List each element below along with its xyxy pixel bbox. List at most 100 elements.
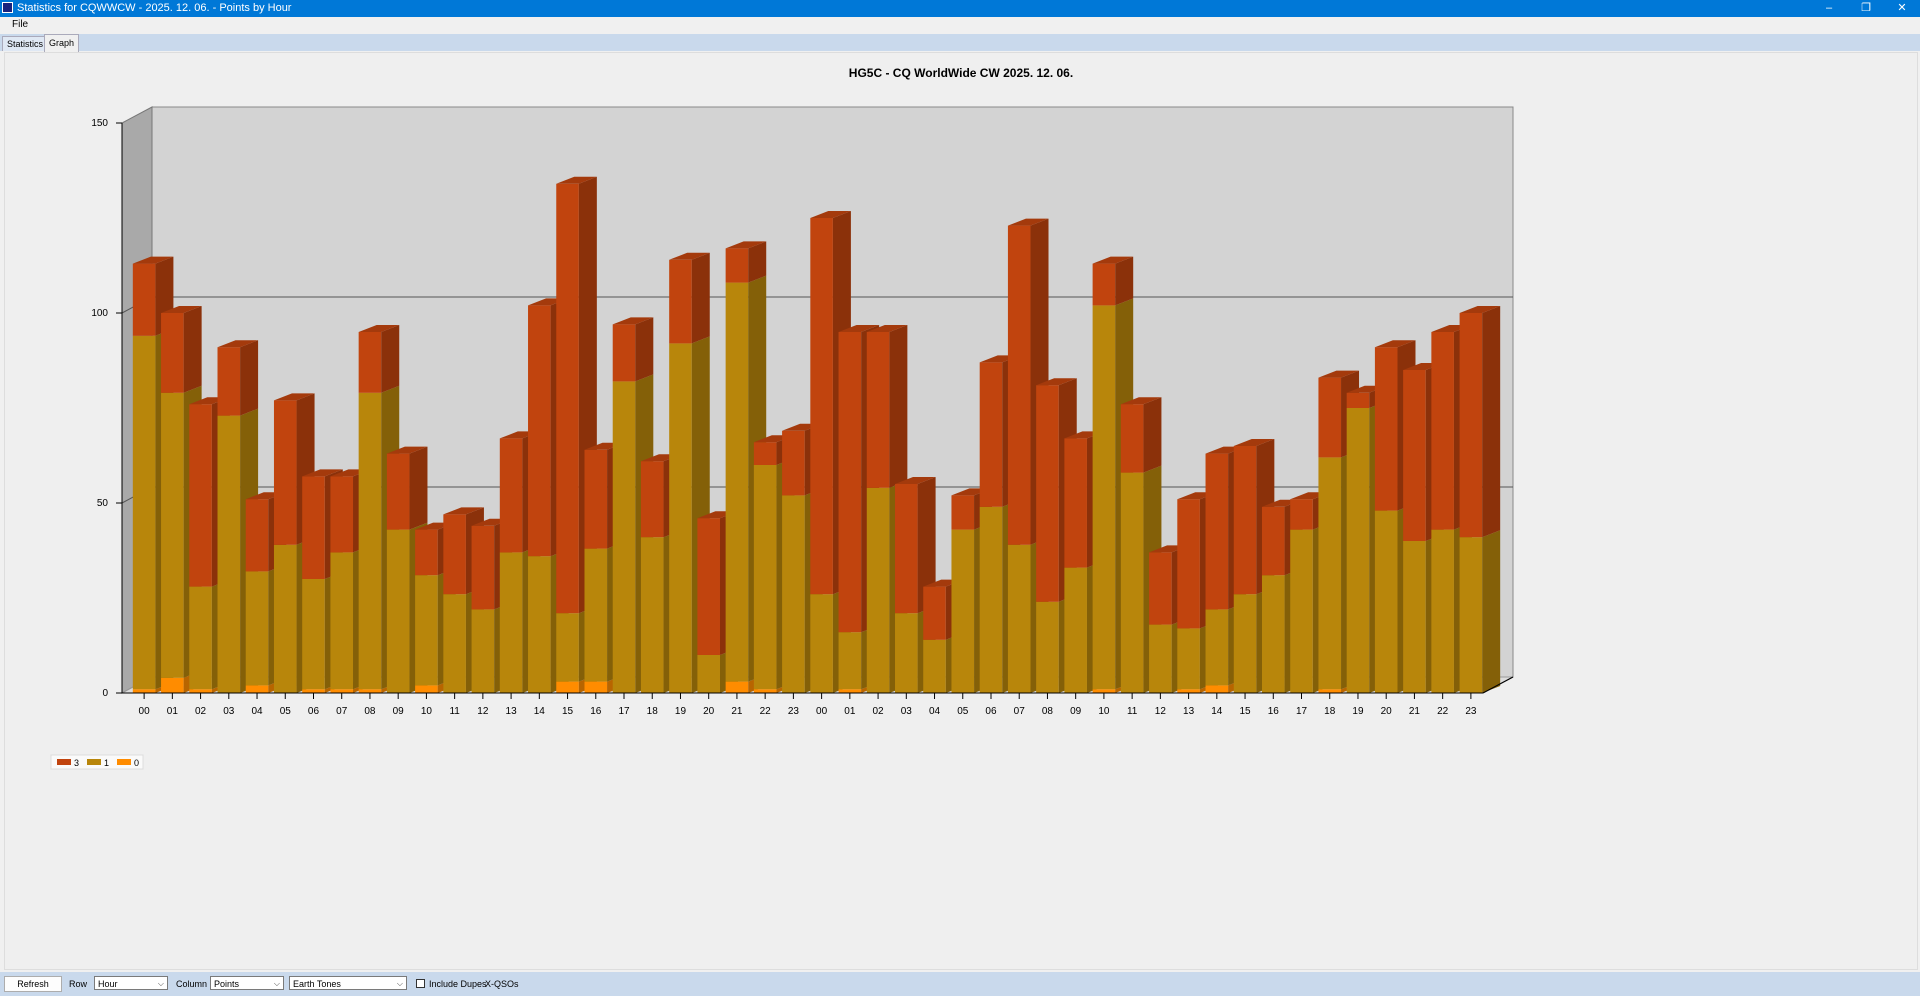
x-tick-label: 14	[534, 706, 546, 717]
restore-button[interactable]: ❐	[1861, 2, 1871, 14]
bar-segment-0	[584, 681, 608, 693]
column-select[interactable]: Points ⌵	[210, 976, 284, 990]
x-tick-label: 17	[1296, 706, 1308, 717]
x-tick-label: 00	[139, 706, 151, 717]
bar-segment-3	[866, 332, 890, 488]
bar-segment-3	[556, 183, 579, 614]
bar-segment-3	[782, 430, 805, 496]
x-tick-label: 19	[675, 706, 687, 717]
x-tick-label: 01	[167, 706, 179, 717]
bar-segment-1	[1149, 624, 1172, 693]
bar-segment-3	[810, 218, 833, 595]
bar-segment-1	[132, 335, 156, 690]
bar-segment-1	[1261, 575, 1285, 693]
close-button[interactable]: ✕	[1897, 2, 1907, 14]
bar-side-3	[1482, 306, 1501, 538]
bar-segment-0	[725, 681, 749, 693]
y-tick-label: 0	[102, 688, 108, 699]
bar-segment-3	[273, 400, 297, 545]
bar-top	[838, 325, 880, 332]
row-label: Row	[69, 979, 88, 989]
x-tick-label: 07	[1014, 706, 1026, 717]
bar-segment-3	[1346, 392, 1370, 408]
bar-segment-3	[669, 259, 692, 344]
bar-top	[612, 317, 654, 325]
bar-segment-1	[217, 415, 241, 693]
bar-segment-1	[1233, 594, 1257, 693]
include-dupes-checkbox[interactable]	[416, 979, 425, 988]
bar-segment-1	[725, 282, 749, 682]
column-label: Column	[176, 979, 208, 989]
menu-file[interactable]: File	[12, 19, 29, 30]
bar-segment-1	[838, 632, 862, 690]
bar-segment-3	[245, 499, 269, 572]
bar-segment-3	[640, 461, 664, 538]
bar-top	[556, 176, 597, 184]
row-select[interactable]: Hour ⌵	[94, 976, 168, 990]
bar-segment-1	[866, 487, 890, 693]
bar-side-3	[635, 317, 654, 382]
x-tick-label: 16	[590, 706, 602, 717]
bar-segment-0	[161, 677, 184, 693]
bar-top	[1092, 256, 1134, 264]
bar-segment-3	[1431, 332, 1454, 530]
bar-segment-3	[838, 332, 862, 633]
bar-segment-1	[612, 381, 636, 693]
menu-bar: File	[0, 17, 1920, 34]
bar-segment-1	[584, 548, 608, 682]
bar-top	[358, 325, 400, 332]
bar-segment-3	[302, 476, 325, 579]
bar-segment-0	[302, 689, 325, 693]
refresh-button[interactable]: Refresh	[4, 976, 62, 992]
bar-top	[1459, 306, 1501, 313]
bar-segment-1	[782, 495, 805, 693]
bar-segment-3	[528, 305, 551, 557]
bar-segment-3	[1290, 499, 1313, 530]
tab-graph[interactable]: Graph	[44, 34, 80, 52]
bar-segment-3	[1403, 370, 1426, 541]
x-tick-label: 02	[873, 706, 885, 717]
x-tick-label: 21	[1409, 706, 1421, 717]
x-tick-label: 20	[703, 706, 715, 717]
bar-side-1	[1482, 530, 1501, 693]
bar-side-3	[381, 325, 400, 393]
bar-segment-0	[358, 689, 382, 693]
x-tick-label: 06	[985, 706, 997, 717]
bar-side-3	[917, 477, 936, 614]
bar-segment-3	[923, 586, 946, 640]
bar-top	[895, 477, 936, 484]
bar-segment-1	[471, 609, 495, 693]
bar-segment-0	[1092, 689, 1116, 693]
bar-segment-3	[951, 495, 975, 530]
bar-segment-1	[415, 575, 438, 686]
app-icon	[2, 2, 13, 13]
x-tick-label: 22	[1437, 706, 1449, 717]
bar-segment-1	[1374, 510, 1398, 693]
bar-segment-1	[1120, 472, 1144, 693]
x-tick-label: 10	[421, 706, 433, 717]
x-tick-label: 15	[1239, 706, 1251, 717]
y-tick-label: 150	[91, 118, 108, 129]
bar-segment-0	[753, 689, 777, 693]
bar-segment-3	[1205, 453, 1229, 610]
x-tick-label: 12	[1155, 706, 1167, 717]
x-tick-label: 00	[816, 706, 828, 717]
x-tick-label: 01	[844, 706, 856, 717]
bar-segment-1	[245, 571, 269, 686]
x-tick-label: 11	[1127, 706, 1138, 717]
bar-top	[1374, 340, 1416, 348]
bar-segment-1	[499, 552, 523, 693]
minimize-button[interactable]: –	[1825, 2, 1833, 14]
x-tick-label: 08	[364, 706, 376, 717]
x-tick-label: 18	[1324, 706, 1336, 717]
bar-segment-1	[161, 392, 184, 678]
tab-statistics[interactable]: Statistics	[2, 36, 49, 51]
x-tick-label: 19	[1352, 706, 1364, 717]
bar-side-3	[1143, 397, 1162, 473]
palette-select[interactable]: Earth Tones ⌵	[289, 976, 407, 990]
bar-segment-1	[697, 655, 720, 693]
bar-top	[132, 256, 174, 264]
y-tick-label: 50	[97, 498, 109, 509]
bar-segment-3	[584, 449, 608, 549]
bar-segment-1	[189, 586, 212, 690]
